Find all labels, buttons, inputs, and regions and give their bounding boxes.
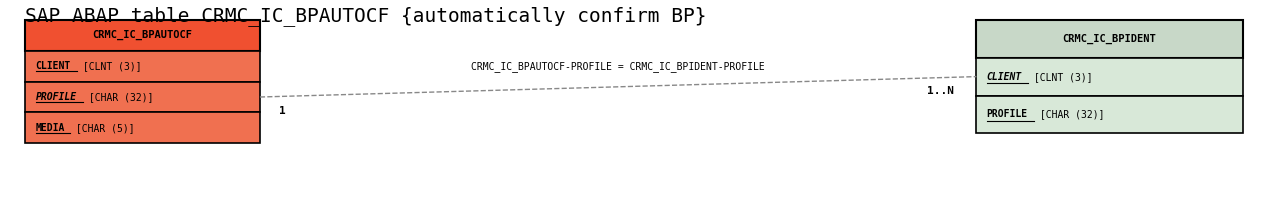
Text: PROFILE: PROFILE — [987, 109, 1027, 119]
Text: [CHAR (32)]: [CHAR (32)] — [84, 92, 153, 102]
Text: CRMC_IC_BPAUTOCF-PROFILE = CRMC_IC_BPIDENT-PROFILE: CRMC_IC_BPAUTOCF-PROFILE = CRMC_IC_BPIDE… — [472, 61, 765, 72]
Text: CLIENT: CLIENT — [987, 72, 1022, 82]
FancyBboxPatch shape — [25, 20, 260, 51]
FancyBboxPatch shape — [976, 96, 1243, 133]
Text: [CHAR (32)]: [CHAR (32)] — [1035, 109, 1104, 119]
Text: 1..N: 1..N — [927, 86, 955, 96]
FancyBboxPatch shape — [25, 112, 260, 143]
Text: [CLNT (3)]: [CLNT (3)] — [76, 61, 141, 71]
Text: [CHAR (5)]: [CHAR (5)] — [70, 123, 134, 133]
Text: CRMC_IC_BPAUTOCF: CRMC_IC_BPAUTOCF — [93, 30, 193, 40]
FancyBboxPatch shape — [976, 58, 1243, 96]
FancyBboxPatch shape — [976, 20, 1243, 58]
Text: SAP ABAP table CRMC_IC_BPAUTOCF {automatically confirm BP}: SAP ABAP table CRMC_IC_BPAUTOCF {automat… — [25, 6, 706, 26]
Text: CRMC_IC_BPIDENT: CRMC_IC_BPIDENT — [1063, 34, 1156, 44]
Text: MEDIA: MEDIA — [36, 123, 65, 133]
FancyBboxPatch shape — [25, 51, 260, 82]
FancyBboxPatch shape — [25, 82, 260, 112]
Text: 1: 1 — [279, 106, 287, 116]
Text: CLIENT: CLIENT — [36, 61, 71, 71]
Text: [CLNT (3)]: [CLNT (3)] — [1027, 72, 1092, 82]
Text: PROFILE: PROFILE — [36, 92, 76, 102]
